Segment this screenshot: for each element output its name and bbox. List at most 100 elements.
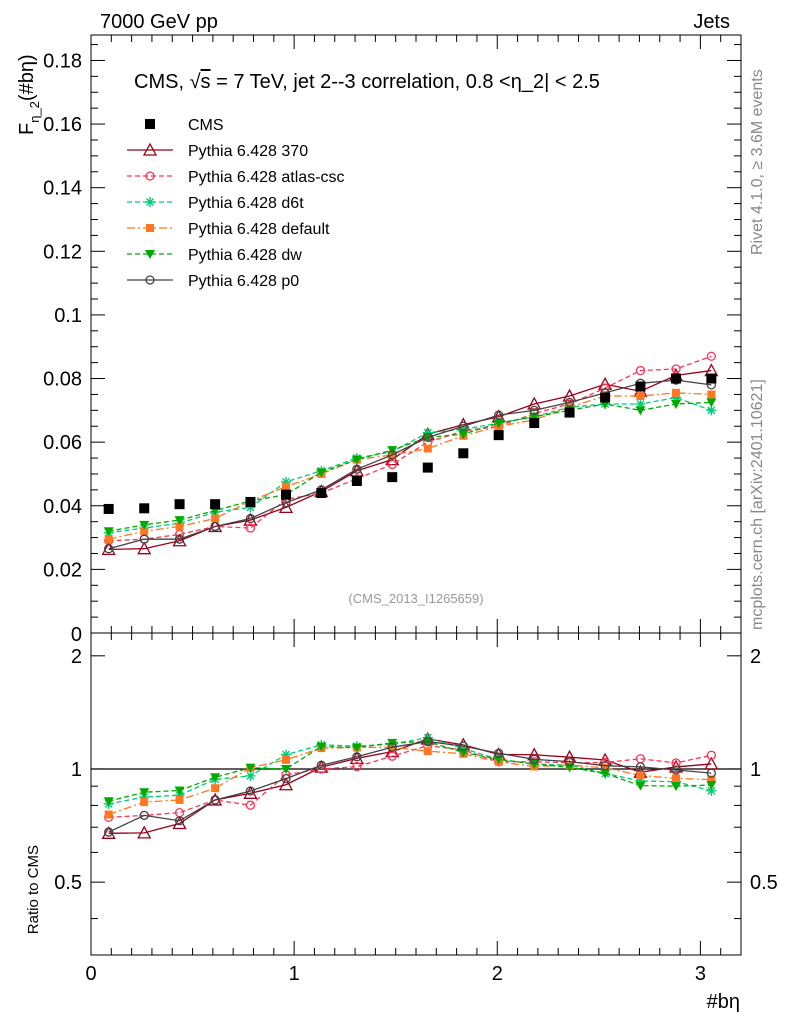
series-point-main: [671, 364, 681, 374]
data-point: [529, 418, 540, 429]
series-point-ratio: [104, 810, 113, 819]
data-point: [422, 462, 433, 473]
series-point-ratio: [635, 762, 646, 772]
series-point-main: [139, 520, 150, 530]
data-point: [600, 392, 611, 403]
series-point-main: [564, 397, 575, 408]
series-point-main: [635, 398, 646, 409]
data-point: [316, 488, 327, 499]
ratio-plot-frame: [90, 632, 742, 956]
legend-label: Pythia 6.428 dw: [188, 247, 302, 264]
series-point-main: [245, 513, 256, 524]
series-point-main: [423, 444, 432, 453]
series-point-main: [104, 535, 113, 544]
series-point-ratio: [706, 768, 716, 778]
series-point-ratio: [245, 800, 256, 810]
series-point-main: [671, 399, 681, 409]
x-tick-label: 1: [289, 963, 300, 985]
series-line-main: [108, 379, 712, 550]
data-point: [174, 499, 185, 510]
series-point-main: [635, 365, 646, 376]
series-point-main: [458, 421, 468, 431]
series-point-ratio: [137, 825, 152, 839]
legend-marker: [145, 250, 155, 259]
series-point-ratio: [636, 771, 645, 780]
series-point-main: [706, 351, 716, 361]
legend-marker: [142, 142, 158, 156]
series-point-main: [139, 534, 149, 544]
series-point-ratio: [706, 785, 717, 796]
series-point-ratio: [494, 748, 504, 758]
series-point-main: [174, 534, 185, 544]
series-point-main: [174, 516, 185, 526]
series-point-main: [387, 459, 397, 470]
analysis-watermark: (CMS_2013_I1265659): [348, 591, 483, 606]
series-point-ratio: [352, 761, 362, 772]
series-point-ratio: [174, 816, 185, 826]
series-point-main: [635, 406, 646, 416]
y-tick-label-zero: 0: [71, 624, 82, 646]
series-point-ratio: [278, 777, 294, 791]
series-point-ratio: [423, 736, 433, 747]
legend-marker-cms: [145, 119, 155, 129]
series-line-main: [108, 355, 712, 542]
y-tick-label-main: 0.16: [43, 114, 82, 136]
series-point-ratio: [423, 747, 432, 756]
series-point-ratio: [211, 784, 220, 793]
y-tick-label-main: 0.18: [43, 50, 82, 72]
side-label-bottom: mcplots.cern.ch [arXiv:2401.10621]: [749, 379, 766, 630]
series-point-ratio: [564, 763, 575, 773]
series-point-main: [351, 455, 362, 465]
series-point-ratio: [140, 798, 149, 807]
series-point-main: [137, 541, 152, 555]
series-point-ratio: [210, 795, 220, 805]
series-point-main: [104, 544, 114, 554]
data-point: [458, 448, 469, 459]
series-point-ratio: [210, 773, 221, 783]
series-point-main: [101, 541, 116, 555]
header-left: 7000 GeV pp: [100, 11, 218, 33]
series-point-main: [494, 410, 504, 420]
x-tick-label: 2: [492, 963, 503, 985]
y-tick-label-ratio-right: 1: [750, 759, 761, 781]
series-point-main: [493, 419, 504, 429]
main-plot-marks: [101, 351, 719, 555]
legend-marker: [146, 224, 154, 232]
series-point-ratio: [104, 827, 114, 837]
series-point-main: [458, 430, 469, 440]
ratio-plot-marks: [91, 731, 741, 839]
series-point-ratio: [139, 810, 149, 821]
series-point-ratio: [316, 760, 326, 770]
series-line-ratio: [108, 738, 712, 834]
data-point: [564, 407, 575, 418]
legend-marker: [145, 197, 155, 207]
y-tick-label-main: 0.02: [43, 559, 82, 581]
series-point-ratio: [387, 751, 397, 761]
series-point-ratio: [458, 748, 469, 758]
legend-label: Pythia 6.428 370: [188, 143, 308, 160]
series-point-main: [245, 523, 256, 533]
series-point-ratio: [139, 788, 150, 798]
series-line-main: [108, 401, 712, 532]
series-point-ratio: [243, 785, 258, 799]
y-tick-label-main: 0.06: [43, 432, 82, 454]
x-axis-label: #bη: [707, 991, 740, 1013]
series-line-ratio: [108, 746, 712, 816]
series-point-ratio: [564, 756, 575, 767]
series-line-ratio: [108, 740, 712, 833]
axis-ticks: 0 1 2 3 0.02 0.04 0.06 0.08 0.1 0.12 0.14 0.16 0.18 0…: [43, 35, 778, 985]
y-tick-label-main: 0.1: [54, 305, 82, 327]
series-point-main: [387, 450, 397, 460]
series-point-ratio: [387, 742, 397, 752]
series-point-ratio: [600, 761, 610, 771]
series-point-ratio: [174, 786, 185, 796]
series-point-ratio: [706, 781, 717, 791]
series-point-ratio: [175, 795, 184, 804]
legend-label: Pythia 6.428 d6t: [188, 195, 304, 212]
series-point-main: [210, 521, 220, 532]
y-tick-label-ratio-right: 2: [750, 646, 761, 668]
series-point-main: [172, 533, 187, 547]
series-point-main: [352, 464, 362, 474]
series-line-main: [108, 392, 712, 540]
